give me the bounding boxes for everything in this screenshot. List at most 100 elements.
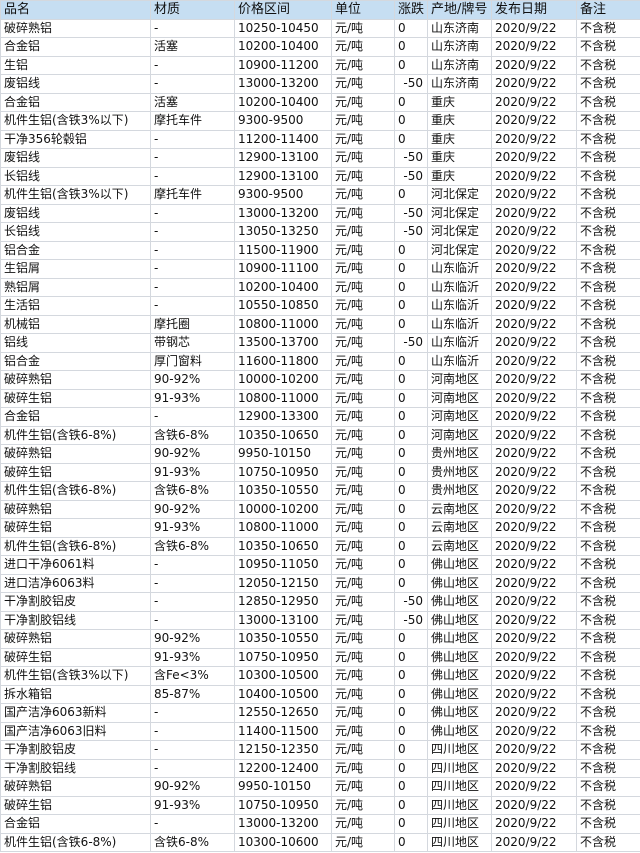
cell-origin: 四川地区 xyxy=(427,814,492,834)
cell-price-range: 10750-10950 xyxy=(234,647,332,667)
table-row: 废铝线 -13000-13200 元/吨 -50 山东济南 2020/9/22 不含税 xyxy=(0,74,640,94)
cell-name: 机件生铝(含铁6-8%) xyxy=(0,425,151,445)
cell-origin: 云南地区 xyxy=(427,518,492,538)
cell-change: -50 xyxy=(394,610,428,630)
cell-origin: 重庆 xyxy=(427,129,492,149)
cell-change: 0 xyxy=(394,129,428,149)
cell-price-range: 10750-10950 xyxy=(234,795,332,815)
cell-price-range: 12850-12950 xyxy=(234,592,332,612)
cell-unit: 元/吨 xyxy=(331,444,395,464)
cell-material: - xyxy=(150,55,235,75)
cell-date: 2020/9/22 xyxy=(491,481,577,501)
cell-unit: 元/吨 xyxy=(331,666,395,686)
cell-date: 2020/9/22 xyxy=(491,814,577,834)
cell-remark: 不含税 xyxy=(576,647,640,667)
cell-unit: 元/吨 xyxy=(331,37,395,57)
cell-remark: 不含税 xyxy=(576,481,640,501)
cell-change: 0 xyxy=(394,499,428,519)
cell-remark: 不含税 xyxy=(576,814,640,834)
cell-unit: 元/吨 xyxy=(331,629,395,649)
cell-remark: 不含税 xyxy=(576,684,640,704)
cell-date: 2020/9/22 xyxy=(491,425,577,445)
cell-name: 国产洁净6063新料 xyxy=(0,703,151,723)
cell-date: 2020/9/22 xyxy=(491,18,577,38)
cell-origin: 贵州地区 xyxy=(427,481,492,501)
cell-date: 2020/9/22 xyxy=(491,55,577,75)
cell-price-range: 13050-13250 xyxy=(234,222,332,242)
cell-date: 2020/9/22 xyxy=(491,148,577,168)
cell-name: 破碎熟铝 xyxy=(0,499,151,519)
cell-name: 进口干净6061料 xyxy=(0,555,151,575)
cell-date: 2020/9/22 xyxy=(491,499,577,519)
cell-price-range: 12550-12650 xyxy=(234,703,332,723)
cell-date: 2020/9/22 xyxy=(491,555,577,575)
cell-remark: 不含税 xyxy=(576,333,640,353)
cell-price-range: 10350-10650 xyxy=(234,425,332,445)
table-row: 破碎熟铝 -10250-10450 元/吨 0 山东济南 2020/9/22 不含税 xyxy=(0,18,640,38)
cell-material: 含铁6-8% xyxy=(150,832,235,852)
cell-change: 0 xyxy=(394,758,428,778)
cell-unit: 元/吨 xyxy=(331,351,395,371)
table-row: 机件生铝(含铁6-8%) 含铁6-8% 10350-10650 元/吨 0 云南地区 202… xyxy=(0,536,640,556)
cell-name: 干净割胶铝线 xyxy=(0,610,151,630)
cell-origin: 佛山地区 xyxy=(427,647,492,667)
cell-remark: 不含税 xyxy=(576,425,640,445)
cell-remark: 不含税 xyxy=(576,407,640,427)
cell-name: 破碎生铝 xyxy=(0,647,151,667)
cell-remark: 不含税 xyxy=(576,277,640,297)
cell-unit: 元/吨 xyxy=(331,203,395,223)
cell-remark: 不含税 xyxy=(576,92,640,112)
cell-change: 0 xyxy=(394,555,428,575)
cell-unit: 元/吨 xyxy=(331,407,395,427)
cell-name: 生铝屑 xyxy=(0,259,151,279)
cell-material: 含Fe<3% xyxy=(150,666,235,686)
table-row: 进口洁净6063料 -12050-12150 元/吨 0 佛山地区 2020/9/22 不含… xyxy=(0,573,640,593)
cell-material: 91-93% xyxy=(150,647,235,667)
cell-origin: 重庆 xyxy=(427,92,492,112)
cell-unit: 元/吨 xyxy=(331,703,395,723)
cell-change: -50 xyxy=(394,333,428,353)
cell-price-range: 12900-13100 xyxy=(234,166,332,186)
cell-material: - xyxy=(150,610,235,630)
cell-remark: 不含税 xyxy=(576,55,640,75)
cell-change: 0 xyxy=(394,703,428,723)
table-row: 破碎熟铝 90-92% 10000-10200 元/吨 0 河南地区 2020/9/22 不含… xyxy=(0,370,640,390)
cell-origin: 山东济南 xyxy=(427,37,492,57)
cell-change: 0 xyxy=(394,314,428,334)
cell-price-range: 12150-12350 xyxy=(234,740,332,760)
cell-remark: 不含税 xyxy=(576,296,640,316)
cell-origin: 河南地区 xyxy=(427,388,492,408)
cell-change: 0 xyxy=(394,407,428,427)
cell-material: 摩托车件 xyxy=(150,111,235,131)
cell-unit: 元/吨 xyxy=(331,462,395,482)
cell-change: -50 xyxy=(394,203,428,223)
col-header-origin: 产地/牌号 xyxy=(427,0,492,20)
cell-date: 2020/9/22 xyxy=(491,111,577,131)
table-row: 机件生铝(含铁6-8%) 含铁6-8% 10350-10550 元/吨 0 贵州地区 202… xyxy=(0,481,640,501)
table-row: 机械铝 摩托圈 10800-11000 元/吨 0 山东临沂 2020/9/22 不含税 xyxy=(0,314,640,334)
cell-name: 破碎熟铝 xyxy=(0,444,151,464)
cell-name: 铝合金 xyxy=(0,240,151,260)
cell-remark: 不含税 xyxy=(576,259,640,279)
cell-unit: 元/吨 xyxy=(331,185,395,205)
cell-name: 机件生铝(含铁3%以下) xyxy=(0,666,151,686)
cell-change: 0 xyxy=(394,277,428,297)
col-header-price-range: 价格区间 xyxy=(234,0,332,20)
col-header-unit: 单位 xyxy=(331,0,395,20)
cell-change: 0 xyxy=(394,425,428,445)
cell-unit: 元/吨 xyxy=(331,333,395,353)
cell-date: 2020/9/22 xyxy=(491,185,577,205)
cell-unit: 元/吨 xyxy=(331,647,395,667)
table-row: 合金铝 -13000-13200 元/吨 0 四川地区 2020/9/22 不含税 xyxy=(0,814,640,834)
cell-unit: 元/吨 xyxy=(331,536,395,556)
cell-remark: 不含税 xyxy=(576,832,640,852)
cell-remark: 不含税 xyxy=(576,795,640,815)
cell-origin: 山东临沂 xyxy=(427,296,492,316)
cell-remark: 不含税 xyxy=(576,148,640,168)
cell-date: 2020/9/22 xyxy=(491,573,577,593)
cell-material: - xyxy=(150,277,235,297)
cell-unit: 元/吨 xyxy=(331,314,395,334)
cell-date: 2020/9/22 xyxy=(491,129,577,149)
cell-price-range: 10300-10500 xyxy=(234,666,332,686)
cell-material: - xyxy=(150,407,235,427)
